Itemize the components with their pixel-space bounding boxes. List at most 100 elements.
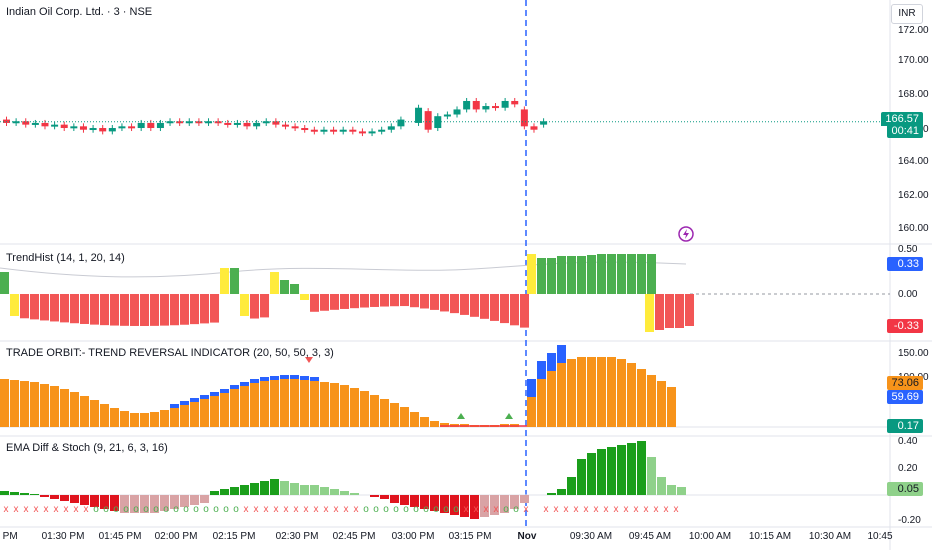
orbit-bar xyxy=(557,363,566,427)
price-ytick: 172.00 xyxy=(898,25,929,36)
trendhist-bar xyxy=(260,294,269,318)
trendhist-bar xyxy=(350,294,359,309)
candle-body xyxy=(424,111,432,130)
candle-body xyxy=(330,129,338,132)
currency-button[interactable]: INR xyxy=(891,4,923,24)
orbit-bar xyxy=(390,403,399,427)
stoch-buy-marker: o xyxy=(223,504,229,515)
stoch-sell-marker: x xyxy=(654,504,659,515)
trendhist-bar xyxy=(440,294,449,312)
candle-body xyxy=(434,116,442,129)
trendhist-bar xyxy=(310,294,319,312)
candle-body xyxy=(60,124,68,129)
emadiff-bar xyxy=(667,485,676,495)
stoch-sell-marker: x xyxy=(54,504,59,515)
trendhist-bar xyxy=(480,294,489,319)
emadiff-bar xyxy=(470,495,479,519)
orbit-blue-bar xyxy=(200,395,209,399)
orbit-bar xyxy=(657,381,666,427)
candle-body xyxy=(156,122,164,129)
trendhist-bar xyxy=(557,256,566,294)
stoch-sell-marker: x xyxy=(594,504,599,515)
stoch-sell-marker: x xyxy=(584,504,589,515)
orbit-bar xyxy=(440,423,449,427)
candle-body xyxy=(176,121,184,124)
stoch-sell-marker: x xyxy=(254,504,259,515)
orbit-bar xyxy=(637,369,646,427)
candle-body xyxy=(349,129,357,132)
lightning-icon xyxy=(683,229,689,239)
stoch-sell-marker: x xyxy=(334,504,339,515)
stoch-sell-marker: x xyxy=(484,504,489,515)
emadiff-bar xyxy=(10,492,19,495)
orbit-bar xyxy=(110,408,119,427)
last-price-tag: 166.57 xyxy=(881,112,923,126)
candle-body xyxy=(253,122,261,127)
candle-body xyxy=(320,129,328,132)
emadiff-bar xyxy=(430,495,439,511)
x-tick: 09:45 AM xyxy=(628,531,672,542)
emadiff-bar xyxy=(290,483,299,495)
stoch-sell-marker: x xyxy=(614,504,619,515)
emadiff-bar xyxy=(607,447,616,495)
orbit-bar xyxy=(70,392,79,427)
trendhist-bar xyxy=(500,294,509,324)
trendhist-bar xyxy=(210,294,219,323)
orbit-bar xyxy=(120,411,129,427)
stoch-sell-marker: x xyxy=(494,504,499,515)
candle-body xyxy=(272,121,280,125)
trendhist-bar xyxy=(460,294,469,315)
trendhist-bar xyxy=(390,294,399,307)
trendhist-label[interactable]: TrendHist (14, 1, 20, 14) xyxy=(6,252,125,264)
emadiff-bar xyxy=(120,495,129,513)
emadiff-bar xyxy=(370,495,379,497)
trendhist-bar xyxy=(340,294,349,309)
stoch-buy-marker: o xyxy=(103,504,109,515)
stoch-buy-marker: o xyxy=(513,504,519,515)
stoch-sell-marker: x xyxy=(524,504,529,515)
emadiff-bar xyxy=(0,491,9,495)
trendhist-bar xyxy=(230,268,239,294)
x-tick: 10:00 AM xyxy=(688,531,732,542)
stoch-buy-marker: o xyxy=(153,504,159,515)
trendhist-bar xyxy=(280,280,289,294)
candle-body xyxy=(530,126,538,130)
trendhist-bar xyxy=(370,294,379,307)
trendhist-bar xyxy=(567,256,576,294)
candle-body xyxy=(492,106,499,109)
orbit-bar xyxy=(410,412,419,427)
stoch-buy-marker: o xyxy=(93,504,99,515)
orbit-blue-bar xyxy=(310,377,319,381)
emadiff-bar xyxy=(260,481,269,495)
trendhist-bar xyxy=(70,294,79,324)
trendhist-bar xyxy=(520,294,529,328)
symbol-title[interactable]: Indian Oil Corp. Ltd. · 3 · NSE xyxy=(6,6,153,18)
orbit-bar xyxy=(30,382,39,427)
candle-body xyxy=(79,126,87,130)
orbit-value-c-tag: 0.17 xyxy=(887,419,923,433)
emadiff-bar xyxy=(637,441,646,495)
orbit-label[interactable]: TRADE ORBIT:- TREND REVERSAL INDICATOR (… xyxy=(6,347,334,359)
orbit-blue-bar xyxy=(557,345,566,363)
x-tick: 02:30 PM xyxy=(275,531,319,542)
trendhist-bar xyxy=(170,294,179,326)
emadiff-bar xyxy=(60,495,69,501)
emadiff-bar xyxy=(577,459,586,495)
orbit-bar xyxy=(537,379,546,427)
orbit-bar xyxy=(150,412,159,427)
price-ytick: 164.00 xyxy=(898,156,929,167)
price-ytick: 162.00 xyxy=(898,190,929,201)
stoch-sell-marker: x xyxy=(34,504,39,515)
emadiff-bar xyxy=(270,479,279,495)
emadiff-bar xyxy=(40,495,49,497)
x-tick: 10:15 AM xyxy=(748,531,792,542)
stoch-sell-marker: x xyxy=(324,504,329,515)
emadiff-bar xyxy=(150,495,159,513)
orbit-bar xyxy=(60,389,69,427)
emadiff-bar xyxy=(190,495,199,505)
emadiff-label[interactable]: EMA Diff & Stoch (9, 21, 6, 3, 16) xyxy=(6,442,168,454)
orbit-bar xyxy=(350,388,359,427)
trendhist-bar xyxy=(270,272,279,294)
emadiff-bar xyxy=(80,495,89,505)
